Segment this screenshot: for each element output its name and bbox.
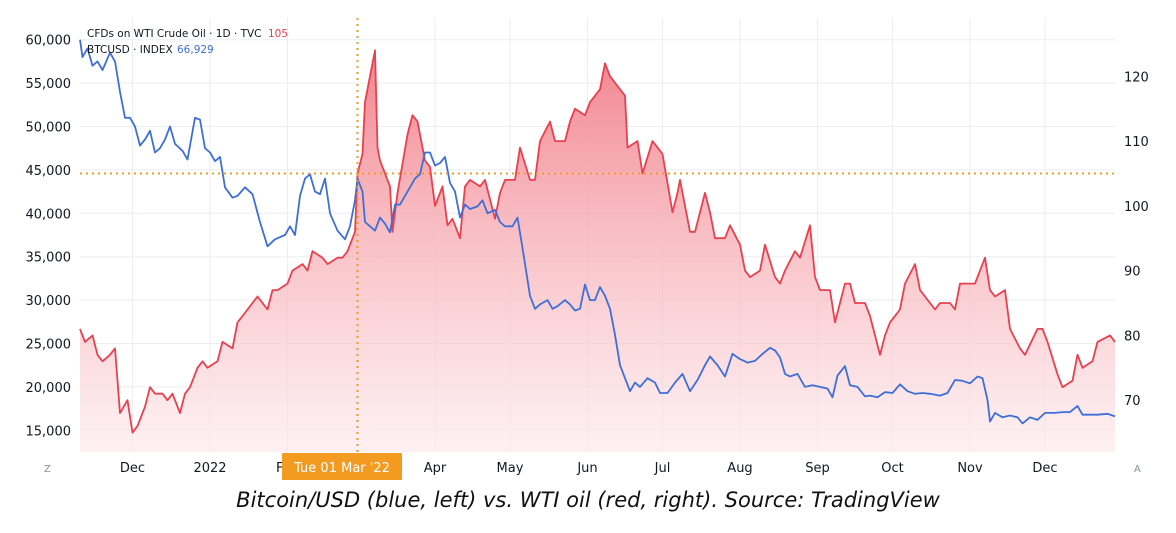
left-axis-tick-label: 15,000 [26, 424, 72, 439]
left-axis-tick-label: 60,000 [26, 34, 72, 49]
legend[interactable]: CFDs on WTI Crude Oil · 1D · TVC 105 BTC… [87, 28, 288, 56]
left-axis-tick-label: 20,000 [26, 381, 72, 396]
time-axis-tick-label: Apr [424, 461, 447, 476]
left-axis-tick-label: 35,000 [26, 251, 72, 266]
chart-caption: Bitcoin/USD (blue, left) vs. WTI oil (re… [236, 488, 940, 512]
price-chart[interactable]: 60,000 55,000 50,000 45,000 40,000 35,000 30,0… [0, 0, 1176, 488]
time-axis-tick-label: Oct [881, 461, 903, 476]
left-axis-tick-label: 25,000 [26, 338, 72, 353]
legend-btc-label: BTCUSD · INDEX [87, 44, 173, 56]
right-axis-tick-label: 90 [1124, 265, 1141, 280]
legend-oil-value: 105 [268, 28, 288, 40]
right-axis-tick-label: 100 [1124, 200, 1149, 215]
left-axis-tick-label: 55,000 [26, 77, 72, 92]
oil-area-fill [80, 50, 1115, 453]
time-axis-tick-label: Sep [805, 461, 830, 476]
auto-scale-corner-right[interactable]: A [1134, 464, 1141, 475]
crosshair [80, 18, 1115, 452]
time-axis-tick-label: Nov [957, 461, 983, 476]
left-axis-tick-label: 45,000 [26, 164, 72, 179]
crosshair-date-tag: Tue 01 Mar '22 [282, 453, 402, 480]
left-axis-tick-label: 50,000 [26, 121, 72, 136]
time-axis-tick-label: Jun [576, 461, 597, 476]
right-price-axis[interactable]: 120 110 100 90 80 70 [1124, 70, 1149, 409]
legend-oil-label: CFDs on WTI Crude Oil · 1D · TVC [87, 28, 262, 40]
btc-series-line [79, 39, 1116, 425]
left-axis-tick-label: 30,000 [26, 294, 72, 309]
oil-series-line [79, 49, 1116, 434]
time-axis-tick-label: 2022 [193, 461, 226, 476]
left-price-axis[interactable]: 60,000 55,000 50,000 45,000 40,000 35,000 30,0… [26, 34, 72, 440]
legend-btc-value: 66,929 [177, 44, 214, 56]
time-axis-tick-label: Dec [120, 461, 145, 476]
btc-line [79, 39, 1116, 425]
crosshair-date-tag-text: Tue 01 Mar '22 [293, 461, 390, 476]
zoom-corner-left[interactable]: Z [44, 464, 51, 475]
left-axis-tick-label: 40,000 [26, 207, 72, 222]
time-axis-tick-label: Aug [727, 461, 752, 476]
right-axis-tick-label: 70 [1124, 394, 1141, 409]
crosshair-date-tag-background [282, 453, 402, 480]
oil-line [79, 49, 1116, 434]
right-axis-tick-label: 110 [1124, 135, 1149, 150]
oil-area [80, 50, 1115, 453]
time-axis-tick-label: May [497, 461, 524, 476]
time-axis-tick-label: Jul [654, 461, 671, 476]
time-axis-tick-label: Dec [1032, 461, 1057, 476]
right-axis-tick-label: 120 [1124, 70, 1149, 85]
right-axis-tick-label: 80 [1124, 329, 1141, 344]
